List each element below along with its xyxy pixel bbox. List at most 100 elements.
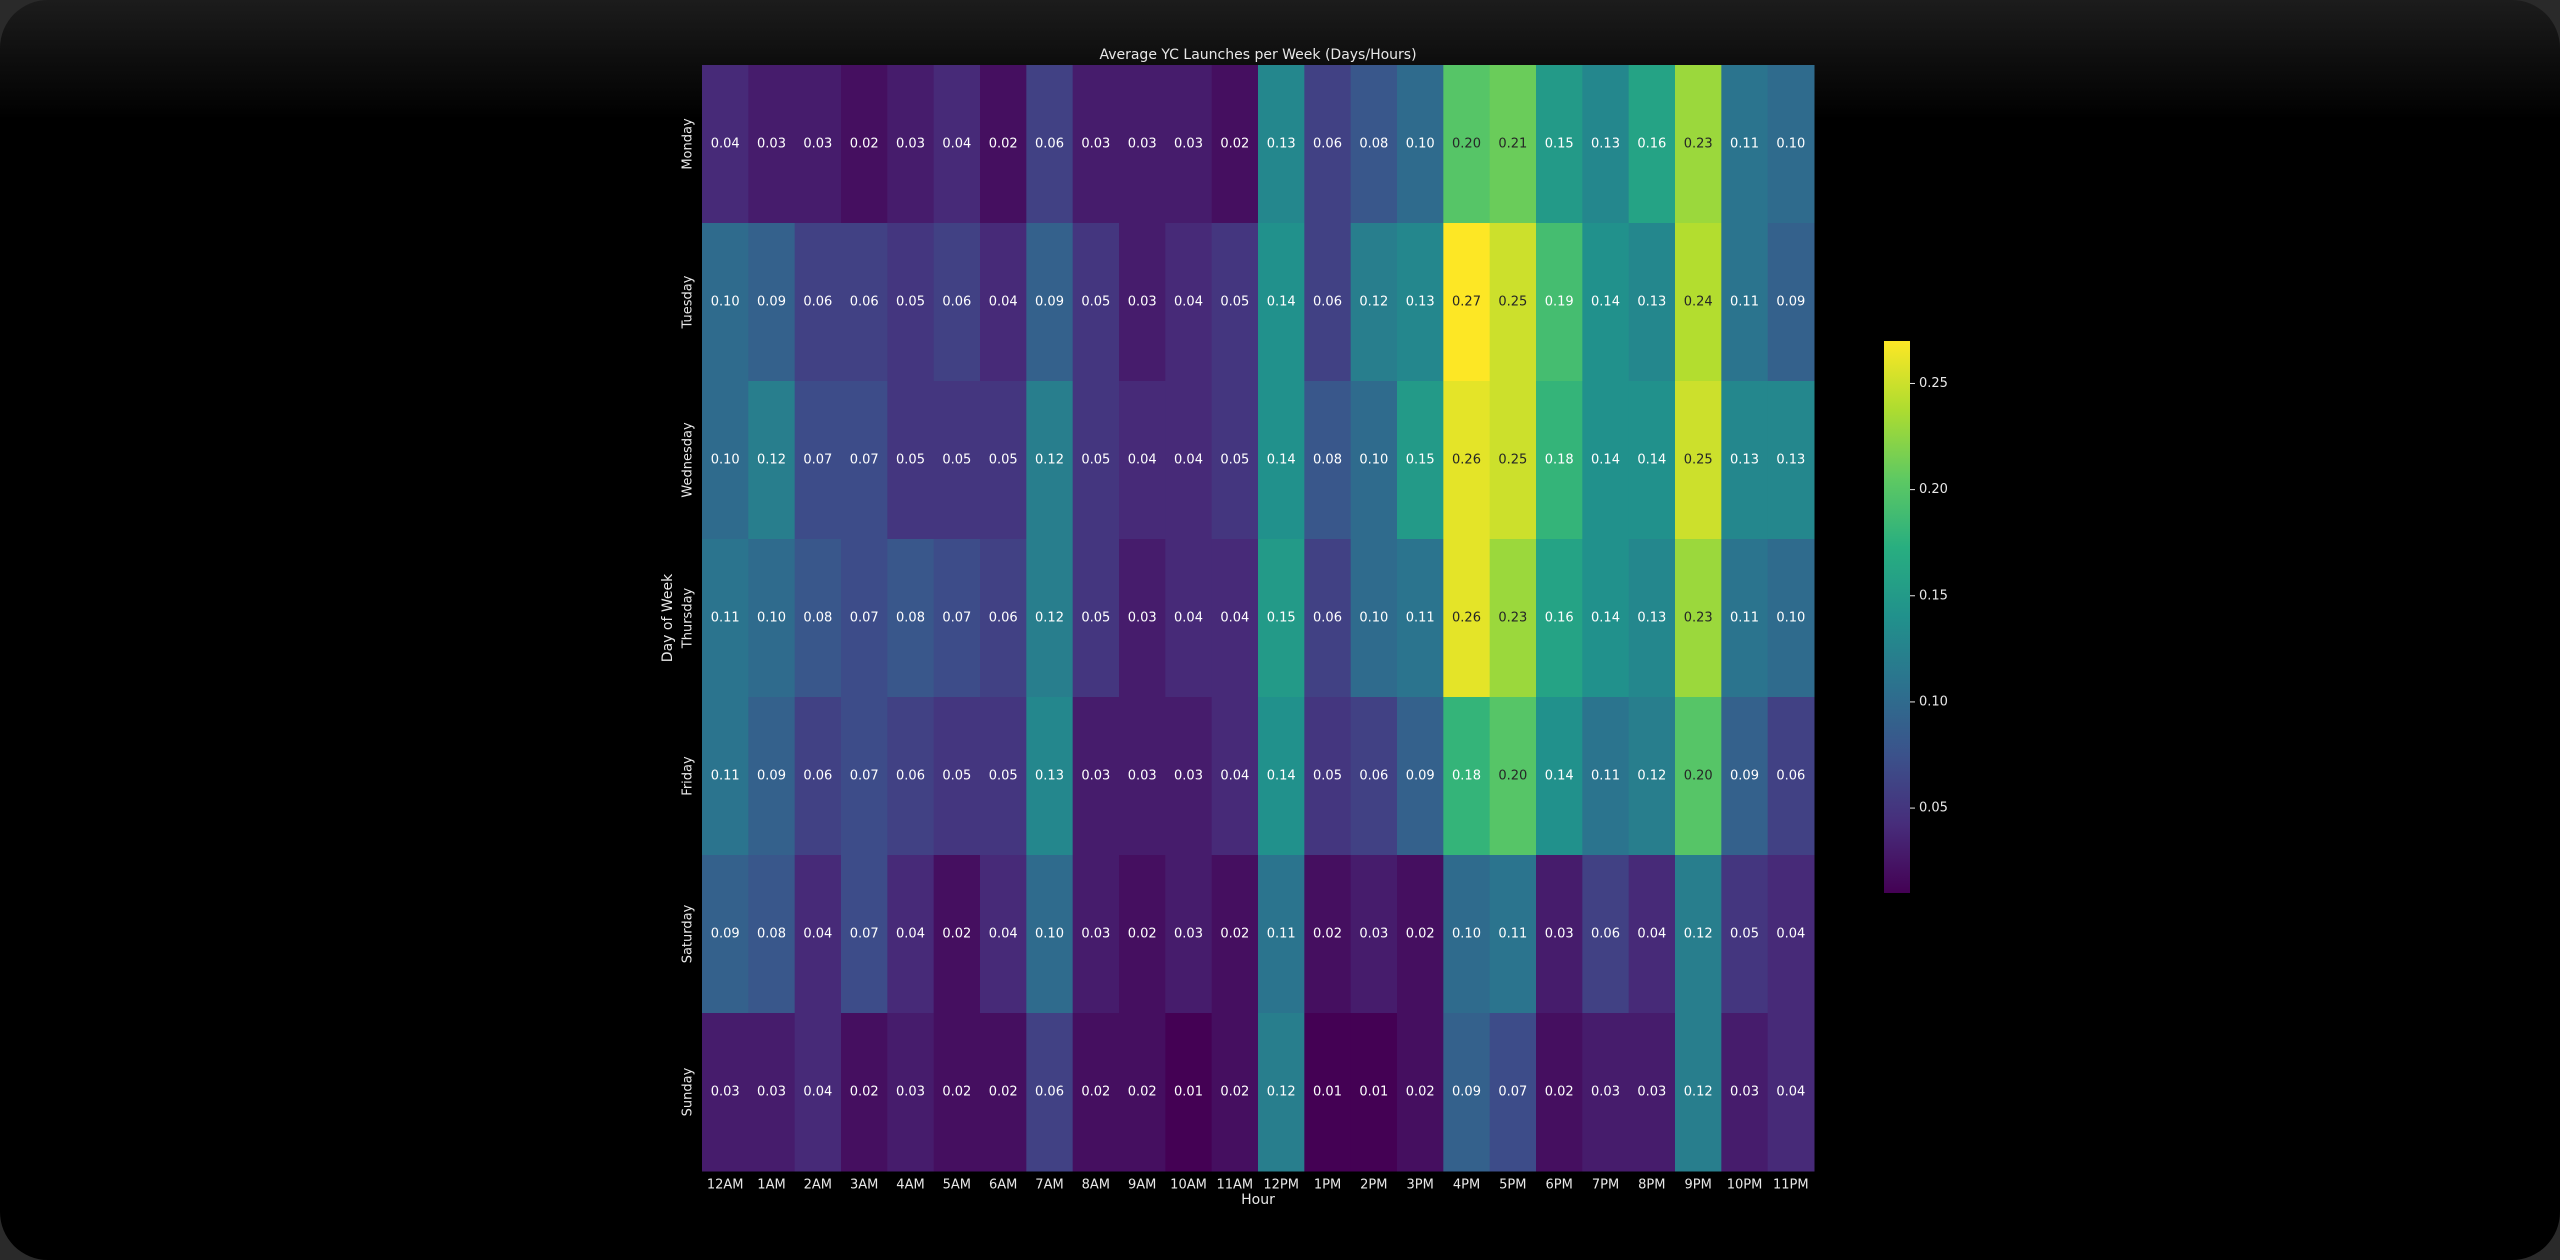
cell-label: 0.10	[1776, 137, 1805, 152]
x-tick-label: 7AM	[1035, 1178, 1063, 1193]
cell-label: 0.23	[1498, 611, 1527, 626]
heatmap-cell	[1767, 381, 1815, 540]
heatmap-cell	[1721, 223, 1769, 382]
heatmap-cell	[1350, 1013, 1398, 1172]
heatmap-cell	[1536, 539, 1583, 698]
cell-label: 0.03	[1128, 137, 1157, 152]
heatmap-cell	[1119, 223, 1166, 382]
cell-label: 0.03	[711, 1085, 740, 1100]
y-tick-label: Friday	[681, 756, 696, 796]
heatmap-cell	[748, 539, 796, 698]
cell-label: 0.04	[896, 927, 925, 942]
heatmap-cell	[887, 697, 935, 856]
heatmap-cell	[1489, 381, 1537, 540]
heatmap-cell	[1258, 381, 1305, 540]
heatmap-cell	[1119, 539, 1166, 698]
cell-label: 0.10	[1452, 927, 1481, 942]
cell-label: 0.04	[1776, 927, 1805, 942]
heatmap-cell	[1072, 539, 1120, 698]
heatmap-cell	[1350, 855, 1398, 1014]
cell-label: 0.13	[1730, 453, 1759, 468]
cell-label: 0.09	[757, 295, 786, 310]
cell-label: 0.02	[1220, 1085, 1249, 1100]
cell-label: 0.05	[1081, 611, 1110, 626]
cell-label: 0.07	[1498, 1085, 1527, 1100]
heatmap-cell	[1721, 539, 1769, 698]
heatmap-cell	[1582, 223, 1630, 382]
heatmap-cell	[1767, 223, 1815, 382]
colorbar-tick-label: 0.05	[1919, 801, 1948, 816]
cell-label: 0.10	[1406, 137, 1435, 152]
heatmap-cell	[933, 697, 981, 856]
cell-label: 0.23	[1684, 137, 1713, 152]
cell-label: 0.02	[1128, 927, 1157, 942]
cell-label: 0.03	[1128, 295, 1157, 310]
cell-label: 0.14	[1267, 295, 1296, 310]
cell-label: 0.21	[1498, 137, 1527, 152]
cell-label: 0.05	[1730, 927, 1759, 942]
cell-label: 0.08	[757, 927, 786, 942]
heatmap-cell	[794, 1013, 842, 1172]
cell-label: 0.05	[896, 453, 925, 468]
heatmap-cell	[1304, 1013, 1352, 1172]
heatmap-cell	[1258, 855, 1305, 1014]
heatmap-cell	[1721, 381, 1769, 540]
cell-label: 0.16	[1637, 137, 1666, 152]
cell-label: 0.10	[1359, 453, 1388, 468]
heatmap-cell	[1350, 381, 1398, 540]
cell-label: 0.03	[1637, 1085, 1666, 1100]
cell-label: 0.04	[1637, 927, 1666, 942]
heatmap-cell	[1165, 223, 1213, 382]
cell-label: 0.01	[1174, 1085, 1203, 1100]
heatmap-cell	[1350, 223, 1398, 382]
colorbar-tick-label: 0.25	[1919, 376, 1948, 391]
heatmap-cell	[1489, 855, 1537, 1014]
heatmap-cell	[1165, 1013, 1213, 1172]
cell-label: 0.02	[942, 927, 971, 942]
heatmap-cell	[1443, 223, 1491, 382]
heatmap-cell	[1072, 223, 1120, 382]
cell-label: 0.04	[1128, 453, 1157, 468]
heatmap-cell	[980, 381, 1027, 540]
cell-label: 0.11	[1267, 927, 1296, 942]
x-axis-label: Hour	[1241, 1192, 1275, 1208]
cell-label: 0.02	[942, 1085, 971, 1100]
heatmap-cell	[702, 539, 749, 698]
cell-label: 0.05	[1081, 295, 1110, 310]
heatmap-cell	[748, 697, 796, 856]
cell-label: 0.07	[850, 927, 879, 942]
heatmap-cell	[1304, 697, 1352, 856]
heatmap-cell	[794, 65, 842, 224]
heatmap-cell	[1721, 65, 1769, 224]
heatmap-cell	[841, 697, 888, 856]
heatmap-cell	[1628, 855, 1676, 1014]
cell-label: 0.19	[1545, 295, 1574, 310]
x-tick-label: 10AM	[1170, 1178, 1207, 1193]
heatmap-cell	[794, 381, 842, 540]
heatmap-cell	[980, 539, 1027, 698]
cell-label: 0.06	[896, 769, 925, 784]
heatmap-cell	[887, 223, 935, 382]
cell-label: 0.05	[1313, 769, 1342, 784]
heatmap-cell	[933, 381, 981, 540]
heatmap-cell	[748, 223, 796, 382]
x-tick-label: 4AM	[896, 1178, 924, 1193]
cell-label: 0.07	[850, 769, 879, 784]
heatmap-cell	[794, 539, 842, 698]
heatmap-cell	[1119, 855, 1166, 1014]
heatmap-cell	[980, 855, 1027, 1014]
heatmap-cell	[794, 855, 842, 1014]
x-tick-label: 6PM	[1546, 1178, 1573, 1193]
x-tick-label: 1AM	[757, 1178, 785, 1193]
cell-label: 0.02	[1081, 1085, 1110, 1100]
cell-label: 0.03	[896, 1085, 925, 1100]
cell-label: 0.13	[1406, 295, 1435, 310]
cell-label: 0.06	[803, 295, 832, 310]
cell-label: 0.03	[803, 137, 832, 152]
y-tick-label: Sunday	[681, 1067, 696, 1116]
heatmap-cell	[1582, 539, 1630, 698]
cell-label: 0.03	[1591, 1085, 1620, 1100]
cell-label: 0.20	[1498, 769, 1527, 784]
heatmap-cell	[1072, 855, 1120, 1014]
